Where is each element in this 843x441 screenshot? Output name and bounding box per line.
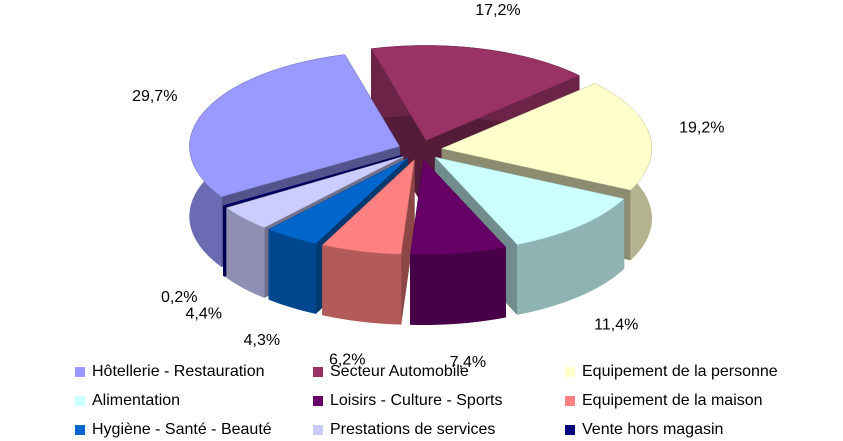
legend-label: Alimentation bbox=[92, 392, 180, 409]
legend-label: Equipement de la maison bbox=[582, 392, 763, 409]
legend-label: Prestations de services bbox=[330, 421, 495, 438]
slice bbox=[222, 155, 402, 207]
slice bbox=[226, 156, 404, 228]
slice-group bbox=[321, 158, 415, 325]
legend-swatch bbox=[75, 396, 85, 406]
data-label: 0,2% bbox=[161, 289, 197, 306]
legend-swatch bbox=[313, 425, 323, 435]
slice bbox=[189, 54, 400, 197]
legend-label: Loisirs - Culture - Sports bbox=[330, 392, 503, 409]
legend-swatch bbox=[565, 396, 575, 406]
legend-label: Hôtellerie - Restauration bbox=[92, 363, 265, 380]
data-label: 4,3% bbox=[244, 332, 280, 349]
slice bbox=[440, 83, 652, 191]
slice bbox=[268, 158, 408, 244]
data-label: 6,2% bbox=[329, 351, 365, 368]
slice bbox=[370, 45, 580, 141]
data-label: 17,2% bbox=[475, 2, 520, 19]
legend-label: Hygiène - Santé - Beauté bbox=[92, 421, 272, 438]
slice-group bbox=[410, 159, 507, 325]
legend-label: Secteur Automobile bbox=[330, 363, 469, 380]
legend-label: Equipement de la personne bbox=[582, 363, 778, 380]
legend-swatch bbox=[565, 425, 575, 435]
slice-wall bbox=[322, 244, 402, 325]
slice bbox=[434, 156, 625, 245]
legend-swatch bbox=[565, 367, 575, 377]
slice bbox=[410, 159, 507, 255]
legend-swatch bbox=[313, 367, 323, 377]
data-label: 29,7% bbox=[132, 88, 177, 105]
slice-wall bbox=[410, 246, 507, 325]
legend-swatch bbox=[75, 367, 85, 377]
data-label: 19,2% bbox=[679, 120, 724, 137]
slice-wall bbox=[223, 205, 225, 278]
data-label: 11,4% bbox=[594, 316, 638, 333]
slice bbox=[321, 158, 415, 255]
data-label: 7,4% bbox=[450, 354, 486, 371]
legend-swatch bbox=[313, 396, 323, 406]
data-label: 4,4% bbox=[186, 306, 222, 323]
legend-label: Vente hors magasin bbox=[582, 421, 723, 438]
legend-swatch bbox=[75, 425, 85, 435]
